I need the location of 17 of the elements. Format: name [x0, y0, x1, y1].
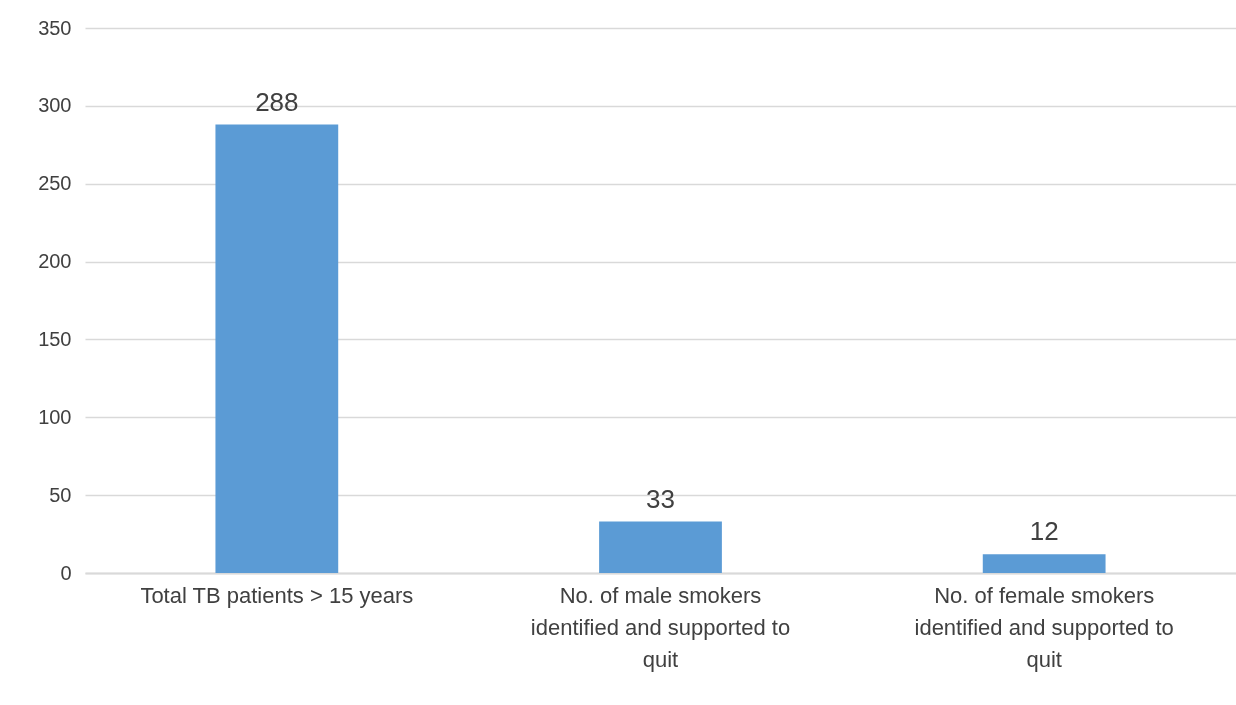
data-label: 33	[646, 483, 675, 514]
bar	[982, 554, 1106, 573]
bar	[599, 521, 722, 573]
y-tick-label: 50	[49, 483, 72, 506]
y-tick-label: 0	[60, 561, 72, 584]
x-tick-label: No. of female smokers identified and supported to quit	[914, 582, 1174, 672]
data-label: 12	[1029, 516, 1059, 547]
x-tick-label: Total TB patients > 15 years	[140, 582, 414, 608]
y-tick-label: 200	[38, 250, 72, 273]
y-tick-label: 350	[38, 16, 72, 39]
x-tick-label: No. of male smokers identified and supported to quit	[530, 582, 791, 672]
data-label: 288	[255, 86, 299, 117]
bar	[215, 124, 339, 573]
y-tick-label: 250	[38, 172, 72, 195]
y-tick-label: 150	[38, 327, 72, 350]
y-tick-label: 100	[38, 405, 72, 428]
y-tick-label: 300	[38, 94, 72, 117]
